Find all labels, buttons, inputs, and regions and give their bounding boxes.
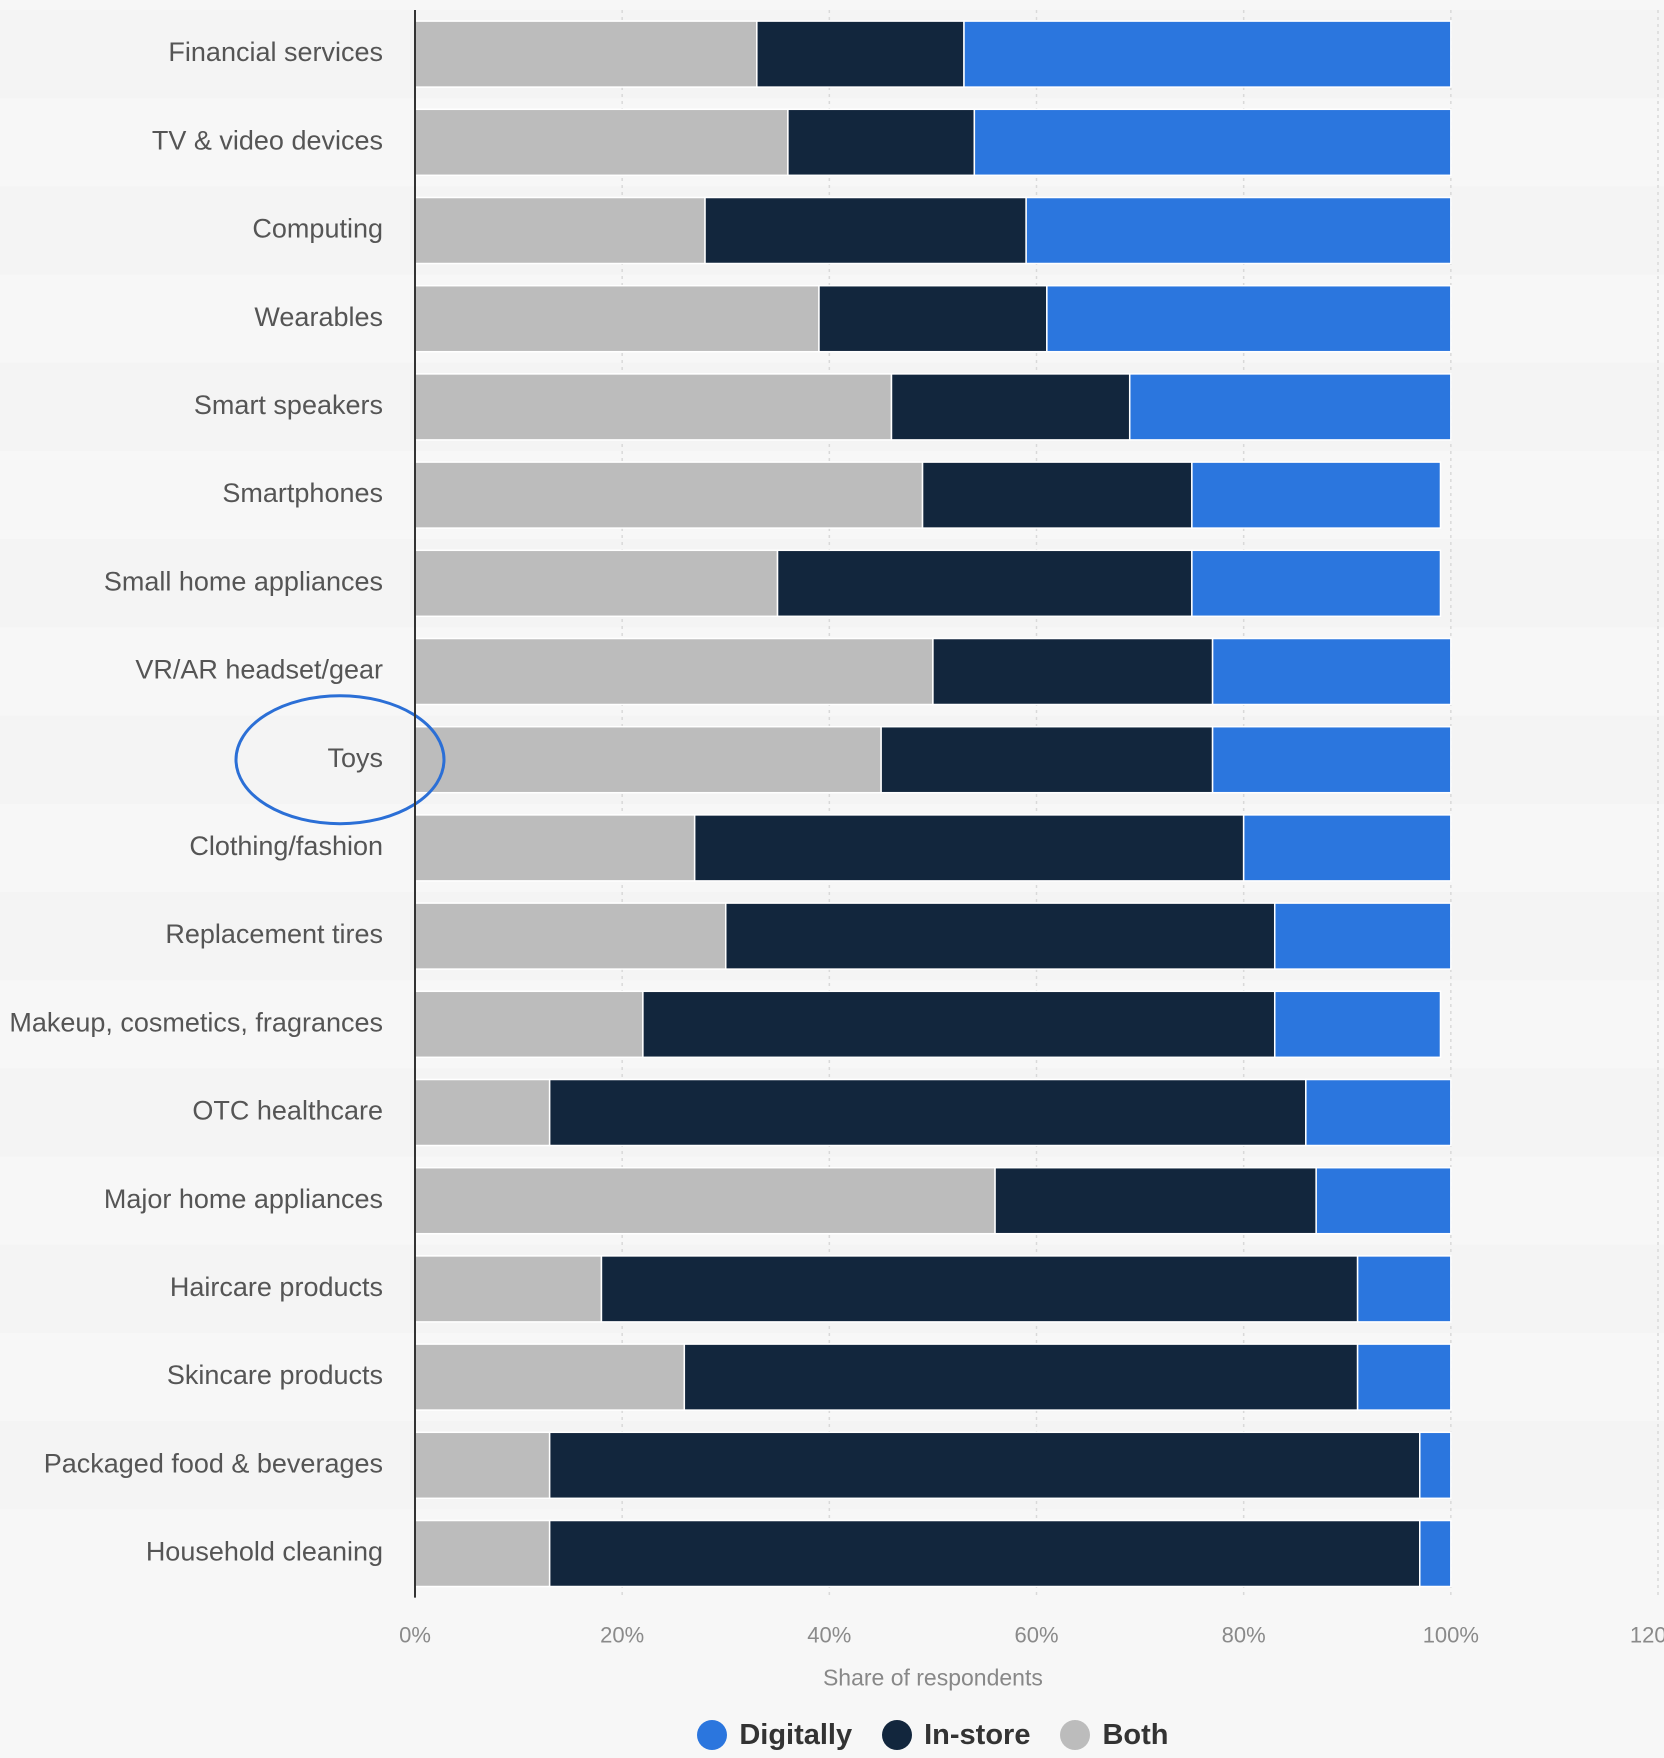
bar-segment-in-store[interactable] (890, 373, 1131, 441)
category-label: Financial services (168, 37, 383, 67)
bar-segment-digitally[interactable] (1191, 549, 1442, 618)
bar-segment-both[interactable] (414, 20, 758, 88)
bar-segment-in-store[interactable] (921, 461, 1193, 529)
bar-segment-digitally[interactable] (963, 20, 1452, 88)
bar-segment-in-store[interactable] (683, 1343, 1359, 1411)
bar-segment-both[interactable] (414, 1166, 996, 1235)
x-tick-label: 120% (1630, 1623, 1664, 1648)
x-axis-title: Share of respondents (823, 1665, 1043, 1691)
legend-item-both[interactable]: Both (1060, 1718, 1169, 1752)
x-tick-label: 40% (807, 1623, 851, 1648)
legend-item-digitally[interactable]: Digitally (697, 1719, 852, 1752)
legend-item-in-store[interactable]: In-store (882, 1719, 1030, 1752)
legend-label: Both (1102, 1718, 1169, 1751)
bar-segment-digitally[interactable] (1305, 1078, 1452, 1147)
bar-segment-in-store[interactable] (725, 902, 1276, 970)
bar-segment-both[interactable] (414, 725, 882, 794)
bar-segment-both[interactable] (414, 902, 727, 970)
bar-segment-digitally[interactable] (1419, 1431, 1452, 1500)
bar-segment-both[interactable] (414, 108, 789, 177)
legend-dot-icon (697, 1720, 728, 1750)
bar-segment-both[interactable] (414, 990, 644, 1059)
bar-segment-in-store[interactable] (880, 725, 1214, 794)
bar-segment-digitally[interactable] (1356, 1343, 1452, 1411)
bar-segment-both[interactable] (414, 1078, 551, 1147)
x-tick-label: 60% (1014, 1623, 1058, 1648)
bar-segment-digitally[interactable] (1273, 902, 1452, 970)
bar-segment-digitally[interactable] (1211, 725, 1452, 794)
category-label: Replacement tires (165, 919, 383, 949)
bar-segment-digitally[interactable] (1315, 1166, 1452, 1235)
category-label: Toys (327, 743, 383, 773)
category-label: Major home appliances (104, 1184, 383, 1214)
bar-segment-in-store[interactable] (548, 1078, 1307, 1147)
bar-segment-in-store[interactable] (548, 1519, 1421, 1588)
bar-segment-both[interactable] (414, 1343, 686, 1411)
bar-segment-digitally[interactable] (1356, 1255, 1452, 1323)
bar-segment-digitally[interactable] (1025, 196, 1452, 265)
bar-segment-both[interactable] (414, 637, 934, 706)
category-label: Wearables (254, 302, 383, 332)
bar-segment-in-store[interactable] (600, 1255, 1359, 1323)
bar-segment-in-store[interactable] (787, 108, 976, 177)
bar-segment-both[interactable] (414, 1519, 551, 1588)
category-label: Skincare products (167, 1360, 383, 1390)
category-label: Household cleaning (146, 1537, 383, 1567)
category-label: VR/AR headset/gear (135, 655, 383, 685)
bar-segment-digitally[interactable] (1128, 373, 1452, 441)
bar-segment-in-store[interactable] (704, 196, 1027, 265)
bar-segment-digitally[interactable] (1273, 990, 1442, 1059)
category-label: Computing (252, 214, 383, 244)
category-label: Packaged food & beverages (44, 1448, 383, 1478)
bar-segment-both[interactable] (414, 1255, 603, 1323)
bar-segment-digitally[interactable] (1419, 1519, 1452, 1588)
bar-segment-in-store[interactable] (693, 814, 1245, 882)
bar-segment-both[interactable] (414, 1431, 551, 1500)
category-label: Haircare products (170, 1272, 383, 1302)
bar-segment-in-store[interactable] (548, 1431, 1421, 1500)
bar-segment-digitally[interactable] (1242, 814, 1452, 882)
bar-segment-digitally[interactable] (1046, 284, 1452, 353)
x-tick-label: 20% (600, 1623, 644, 1648)
bar-segment-both[interactable] (414, 284, 820, 353)
bar-segment-digitally[interactable] (973, 108, 1452, 177)
legend-dot-icon (1060, 1720, 1091, 1750)
bar-segment-digitally[interactable] (1191, 461, 1442, 529)
chart-legend: Digitally In-store Both (0, 1712, 1664, 1758)
x-tick-label: 0% (399, 1623, 431, 1648)
highlight-circle (234, 694, 446, 826)
category-label: Smartphones (222, 478, 383, 508)
bar-segment-both[interactable] (414, 461, 924, 529)
bar-segment-both[interactable] (414, 373, 893, 441)
bar-segment-in-store[interactable] (818, 284, 1048, 353)
bar-segment-in-store[interactable] (932, 637, 1214, 706)
bar-segment-in-store[interactable] (642, 990, 1276, 1059)
x-tick-label: 100% (1423, 1623, 1479, 1648)
category-label: Small home appliances (104, 566, 383, 596)
bar-segment-in-store[interactable] (756, 20, 965, 88)
bar-segment-both[interactable] (414, 196, 706, 265)
category-label: Clothing/fashion (189, 831, 383, 861)
bar-segment-both[interactable] (414, 549, 779, 618)
x-tick-label: 80% (1222, 1623, 1266, 1648)
category-label: Makeup, cosmetics, fragrances (9, 1007, 383, 1037)
bar-segment-both[interactable] (414, 814, 696, 882)
category-label: Smart speakers (194, 390, 383, 420)
bar-segment-in-store[interactable] (776, 549, 1193, 618)
category-label: TV & video devices (152, 125, 383, 155)
legend-dot-icon (882, 1720, 913, 1750)
bar-segment-digitally[interactable] (1211, 637, 1452, 706)
bar-segment-in-store[interactable] (994, 1166, 1317, 1235)
legend-label: Digitally (739, 1718, 853, 1751)
category-label: OTC healthcare (192, 1096, 383, 1126)
legend-label: In-store (924, 1718, 1031, 1751)
